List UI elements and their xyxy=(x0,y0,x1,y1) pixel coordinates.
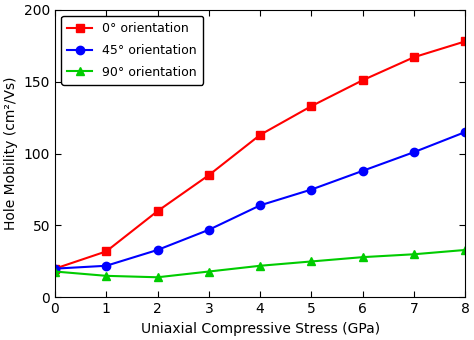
Y-axis label: Hole Mobility (cm²/Vs): Hole Mobility (cm²/Vs) xyxy=(4,77,18,230)
X-axis label: Uniaxial Compressive Stress (GPa): Uniaxial Compressive Stress (GPa) xyxy=(141,322,380,336)
Legend: 0° orientation, 45° orientation, 90° orientation: 0° orientation, 45° orientation, 90° ori… xyxy=(61,16,203,85)
